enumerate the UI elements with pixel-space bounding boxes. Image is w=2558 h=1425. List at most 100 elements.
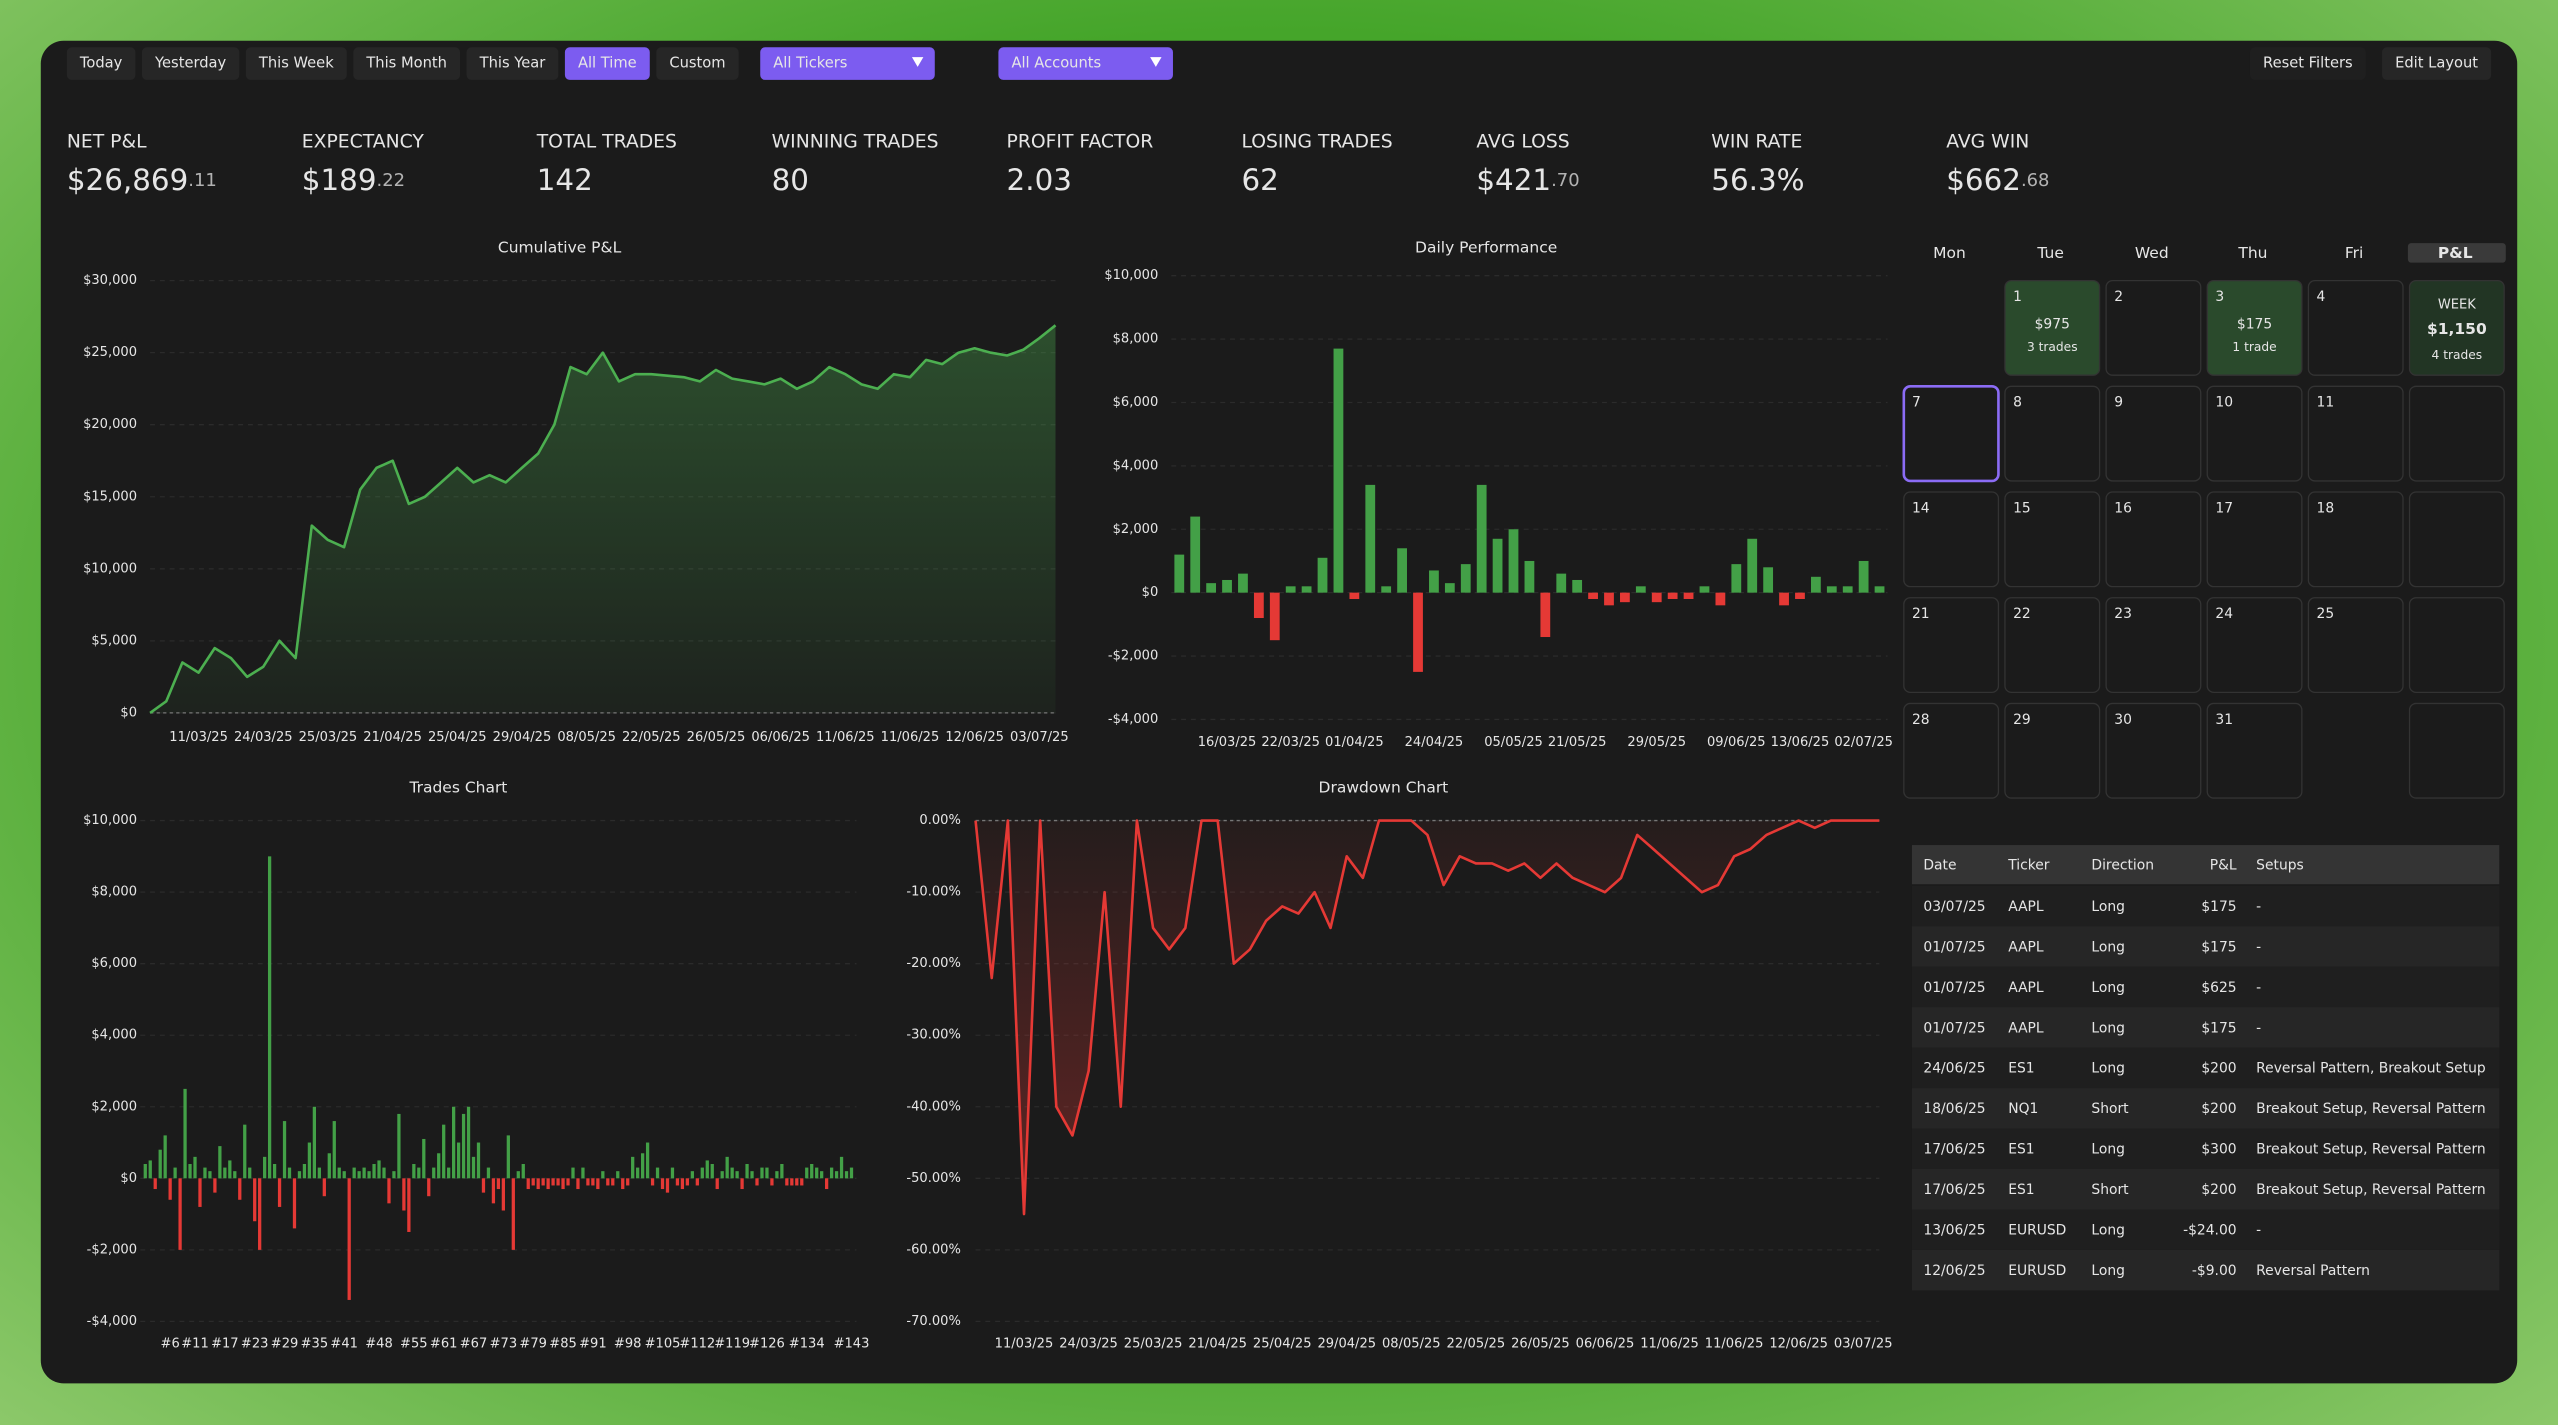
day-cell[interactable] [2105,491,2202,588]
day-number[interactable]: 25 [2317,606,2335,622]
period-button-label[interactable]: Yesterday [154,55,227,72]
period-button[interactable] [66,47,136,80]
period-button[interactable] [141,47,240,80]
kpi-value: 80 [772,163,809,197]
period-button[interactable] [656,47,739,80]
action-button[interactable] [2249,47,2366,80]
table-header-cell: Direction [2091,857,2154,873]
table-cell: $625 [2201,980,2236,996]
table-cell: 03/07/25 [1923,899,1985,915]
day-cell[interactable] [2004,385,2101,482]
day-cell[interactable] [2004,279,2101,376]
bar [675,1178,680,1186]
table-row[interactable] [1911,1088,2500,1129]
day-number[interactable]: 18 [2317,500,2335,516]
day-number[interactable]: 14 [1912,500,1930,516]
day-cell[interactable] [2105,385,2202,482]
x-tick-label: 25/03/25 [299,730,358,745]
dropdown[interactable] [998,47,1173,80]
day-cell[interactable] [2307,385,2404,482]
period-button[interactable] [564,47,650,80]
day-number[interactable]: 7 [1912,395,1921,411]
day-cell[interactable] [2004,491,2101,588]
week-cell [2408,491,2505,588]
day-number[interactable]: 22 [2013,606,2031,622]
day-cell[interactable] [2206,597,2303,694]
day-number[interactable]: 21 [1912,606,1930,622]
bar [829,1167,834,1179]
day-cell[interactable] [2307,491,2404,588]
table-row[interactable] [1911,1249,2500,1291]
day-number[interactable]: 29 [2013,712,2031,728]
week-cell [2408,385,2505,482]
bar [800,1178,804,1186]
y-tick-label: $0 [120,1171,137,1186]
period-button-label[interactable]: All Time [578,55,637,72]
x-tick-label: #126 [749,1337,785,1352]
day-cell[interactable] [2206,385,2303,482]
x-tick-label: 03/07/25 [1834,1337,1893,1352]
action-button-label[interactable]: Edit Layout [2395,55,2478,72]
day-number[interactable]: 31 [2215,712,2233,728]
dropdown-arrow[interactable] [1150,57,1162,67]
day-number[interactable]: 30 [2114,712,2132,728]
day-cell[interactable] [1903,702,2000,799]
table-row[interactable] [1911,926,2500,967]
day-cell[interactable] [2105,597,2202,694]
kpi-value-main: 56.3% [1711,163,1804,197]
day-cell[interactable] [1903,491,2000,588]
day-number[interactable]: 2 [2114,289,2123,305]
x-tick-label: #17 [211,1337,239,1352]
day-number[interactable]: 10 [2215,395,2233,411]
period-button[interactable] [245,47,347,80]
period-button-label[interactable]: This Week [258,55,334,72]
period-button-label[interactable]: Custom [669,55,725,72]
day-number[interactable]: 24 [2215,606,2233,622]
day-cell[interactable] [2206,702,2303,799]
bar [680,1178,685,1190]
day-cell[interactable] [2206,491,2303,588]
day-number[interactable]: 16 [2114,500,2132,516]
table-row[interactable] [1911,1169,2500,1210]
day-cell[interactable] [2206,279,2303,376]
day-number[interactable]: 11 [2317,395,2335,411]
period-button-label[interactable]: This Year [479,55,547,72]
day-number[interactable]: 3 [2215,289,2224,305]
day-cell[interactable] [2105,279,2202,376]
day-number[interactable]: 28 [1912,712,1930,728]
x-tick-label: 26/05/25 [687,730,746,745]
period-button-label[interactable]: Today [79,55,123,72]
day-cell[interactable] [2307,279,2404,376]
day-number[interactable]: 4 [2317,289,2326,305]
action-button[interactable] [2382,47,2492,80]
day-number[interactable]: 23 [2114,606,2132,622]
x-tick-label: 21/04/25 [1188,1337,1247,1352]
day-cell[interactable] [1903,597,2000,694]
day-number[interactable]: 17 [2215,500,2233,516]
table-row[interactable] [1911,966,2500,1008]
day-number[interactable]: 8 [2013,395,2022,411]
day-number[interactable]: 15 [2013,500,2031,516]
period-button[interactable] [466,47,559,80]
period-button[interactable] [353,47,461,80]
dropdown-label[interactable]: All Accounts [1011,55,1101,72]
day-cell[interactable] [1902,385,2000,483]
day-number[interactable]: 1 [2013,289,2022,305]
period-button-label[interactable]: This Month [365,55,447,72]
action-button-label[interactable]: Reset Filters [2263,55,2353,72]
table-row[interactable] [1911,1047,2500,1089]
table-row[interactable] [1911,1209,2500,1250]
day-number[interactable]: 9 [2114,395,2123,411]
day-cell[interactable] [2004,597,2101,694]
table-row[interactable] [1911,1007,2500,1048]
y-tick-label: -50.00% [906,1171,960,1186]
table-row[interactable] [1911,885,2500,927]
table-row[interactable] [1911,1128,2500,1170]
dropdown-arrow[interactable] [911,57,924,67]
dropdown[interactable] [760,47,935,80]
dropdown-label[interactable]: All Tickers [773,55,847,72]
day-cell[interactable] [2105,702,2202,799]
day-cell[interactable] [2004,702,2101,799]
bar [1620,592,1630,603]
day-cell[interactable] [2307,597,2404,694]
